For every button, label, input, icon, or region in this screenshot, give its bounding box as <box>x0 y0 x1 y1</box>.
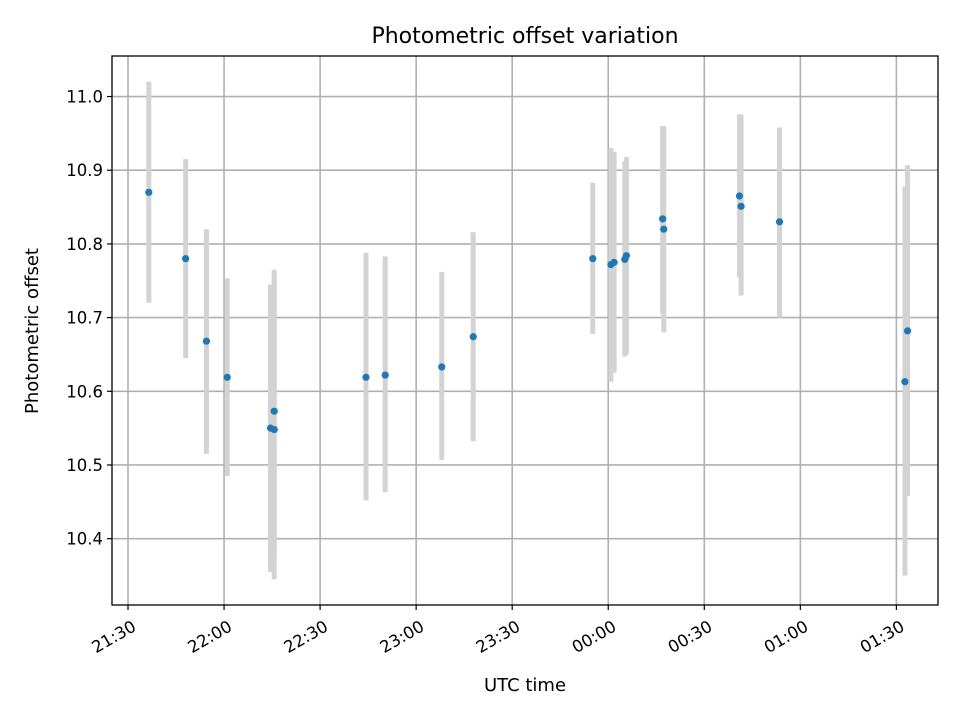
y-axis-label: Photometric offset <box>22 248 43 414</box>
data-point <box>270 426 278 434</box>
y-tick-label: 10.7 <box>66 309 103 328</box>
data-points <box>145 188 912 434</box>
y-tick-label: 10.9 <box>66 161 103 180</box>
y-tick-label: 10.8 <box>66 235 103 254</box>
data-point <box>469 333 477 341</box>
chart-title: Photometric offset variation <box>371 24 678 49</box>
data-point <box>182 255 190 263</box>
data-point <box>362 373 370 381</box>
grid-lines <box>112 56 938 605</box>
data-point <box>381 371 389 379</box>
data-point <box>660 225 668 233</box>
data-point <box>202 337 211 345</box>
data-point <box>610 258 618 266</box>
data-point <box>223 373 231 381</box>
data-point <box>775 218 784 226</box>
y-tick-label: 10.6 <box>66 382 103 401</box>
data-point <box>901 378 909 386</box>
data-point <box>622 252 630 260</box>
data-point <box>659 215 667 223</box>
data-point <box>270 407 278 415</box>
x-axis-label: UTC time <box>484 675 566 696</box>
data-point <box>735 192 744 200</box>
y-tick-label: 11.0 <box>66 88 103 107</box>
y-axis-ticks: 10.4 10.5 10.6 10.7 10.8 10.9 11.0 <box>66 88 112 549</box>
data-point <box>145 188 153 196</box>
data-point <box>903 327 912 335</box>
plot-frame <box>111 55 939 606</box>
y-tick-label: 10.5 <box>66 456 103 475</box>
y-tick-label: 10.4 <box>66 530 103 549</box>
data-point <box>737 202 745 210</box>
data-point <box>589 255 597 263</box>
data-point <box>438 363 446 371</box>
